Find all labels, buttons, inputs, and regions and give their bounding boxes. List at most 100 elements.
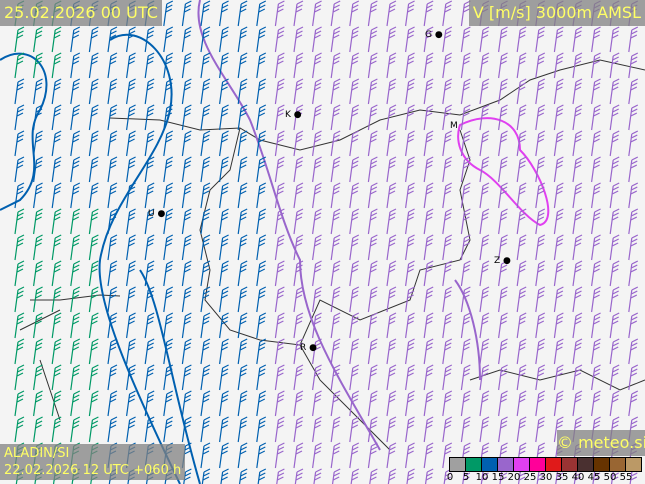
wind-barb xyxy=(591,390,601,417)
wind-barb xyxy=(293,260,304,287)
wind-barb xyxy=(386,78,397,105)
wind-barb xyxy=(70,312,81,339)
wind-barb xyxy=(535,104,546,131)
wind-barb xyxy=(237,260,248,287)
wind-barb xyxy=(237,104,248,131)
wind-barb xyxy=(498,416,508,443)
wind-barb xyxy=(460,416,471,443)
wind-barb xyxy=(349,390,360,417)
wind-barb xyxy=(274,104,285,131)
wind-barb xyxy=(293,208,304,235)
wind-barb xyxy=(256,0,267,27)
wind-barb xyxy=(406,468,415,484)
wind-barb xyxy=(107,260,118,287)
wind-barb xyxy=(386,260,397,287)
wind-barb xyxy=(51,338,62,365)
city-label: Z xyxy=(494,256,501,266)
wind-barb xyxy=(591,156,601,183)
wind-barb xyxy=(405,182,415,209)
wind-barb xyxy=(144,390,155,417)
wind-barb xyxy=(51,234,62,261)
wind-barb xyxy=(237,156,248,183)
wind-barb xyxy=(293,338,304,365)
wind-barb xyxy=(107,130,118,157)
wind-barb xyxy=(591,208,601,235)
wind-barb xyxy=(70,130,81,157)
city-marker: K ● xyxy=(285,110,302,120)
wind-barb xyxy=(144,182,155,209)
wind-barb xyxy=(144,208,155,235)
wind-barb xyxy=(609,78,620,105)
wind-barb xyxy=(51,208,62,235)
wind-barb xyxy=(330,312,341,339)
legend-swatch xyxy=(609,457,626,472)
wind-barb xyxy=(107,156,118,183)
wind-barb xyxy=(609,182,620,209)
wind-barb xyxy=(126,78,136,105)
wind-barb xyxy=(628,208,639,235)
wind-barb xyxy=(331,468,341,484)
wind-barb xyxy=(312,156,322,183)
wind-barb xyxy=(274,260,285,287)
wind-barb xyxy=(107,208,118,235)
wind-barb xyxy=(312,182,322,209)
wind-barb xyxy=(256,286,267,313)
wind-barb xyxy=(237,312,248,339)
wind-barb xyxy=(386,208,397,235)
legend-tick: 20 xyxy=(507,472,521,483)
wind-barb xyxy=(51,104,62,131)
wind-barb xyxy=(628,156,639,183)
wind-barb xyxy=(609,338,620,365)
wind-barb xyxy=(144,416,155,443)
wind-barb xyxy=(70,52,81,79)
wind-barb xyxy=(126,416,136,443)
wind-barb xyxy=(349,104,360,131)
wind-barb xyxy=(51,416,62,443)
model-run: 22.02.2026 12 UTC +060 h xyxy=(4,463,182,478)
wind-barb xyxy=(33,260,43,287)
wind-barb xyxy=(256,26,267,53)
wind-barb xyxy=(219,234,229,261)
wind-barb xyxy=(88,26,99,53)
wind-barb xyxy=(200,78,211,105)
wind-barb xyxy=(628,312,639,339)
wind-barb xyxy=(516,338,527,365)
wind-barb xyxy=(256,78,267,105)
wind-barb xyxy=(312,390,322,417)
wind-barb xyxy=(88,416,99,443)
copyright-label: © meteo.si xyxy=(557,430,645,456)
wind-barb xyxy=(405,286,415,313)
wind-barb xyxy=(553,260,564,287)
wind-barb xyxy=(14,364,25,391)
wind-barb xyxy=(609,52,620,79)
wind-barb xyxy=(423,52,434,79)
wind-barb xyxy=(591,78,601,105)
wind-barb xyxy=(479,234,490,261)
wind-barb xyxy=(200,104,211,131)
wind-barb xyxy=(237,130,248,157)
wind-barb xyxy=(219,182,229,209)
wind-barb xyxy=(33,182,43,209)
wind-barb xyxy=(516,104,527,131)
wind-barb xyxy=(367,0,378,27)
wind-barb xyxy=(423,260,434,287)
wind-barb xyxy=(479,52,490,79)
wind-barb xyxy=(144,260,155,287)
wind-barb xyxy=(107,182,118,209)
wind-barb xyxy=(181,234,192,261)
wind-barb xyxy=(163,312,174,339)
wind-barb xyxy=(405,364,415,391)
wind-barb xyxy=(442,26,453,53)
wind-barb xyxy=(369,468,378,484)
wind-barb xyxy=(553,130,564,157)
wind-barb xyxy=(200,390,211,417)
wind-barb xyxy=(349,52,360,79)
color-legend xyxy=(449,457,642,472)
wind-barb xyxy=(200,312,211,339)
wind-barb xyxy=(33,312,43,339)
wind-barb xyxy=(274,338,285,365)
wind-barb xyxy=(163,208,174,235)
wind-barb xyxy=(181,260,192,287)
wind-barb xyxy=(498,156,508,183)
